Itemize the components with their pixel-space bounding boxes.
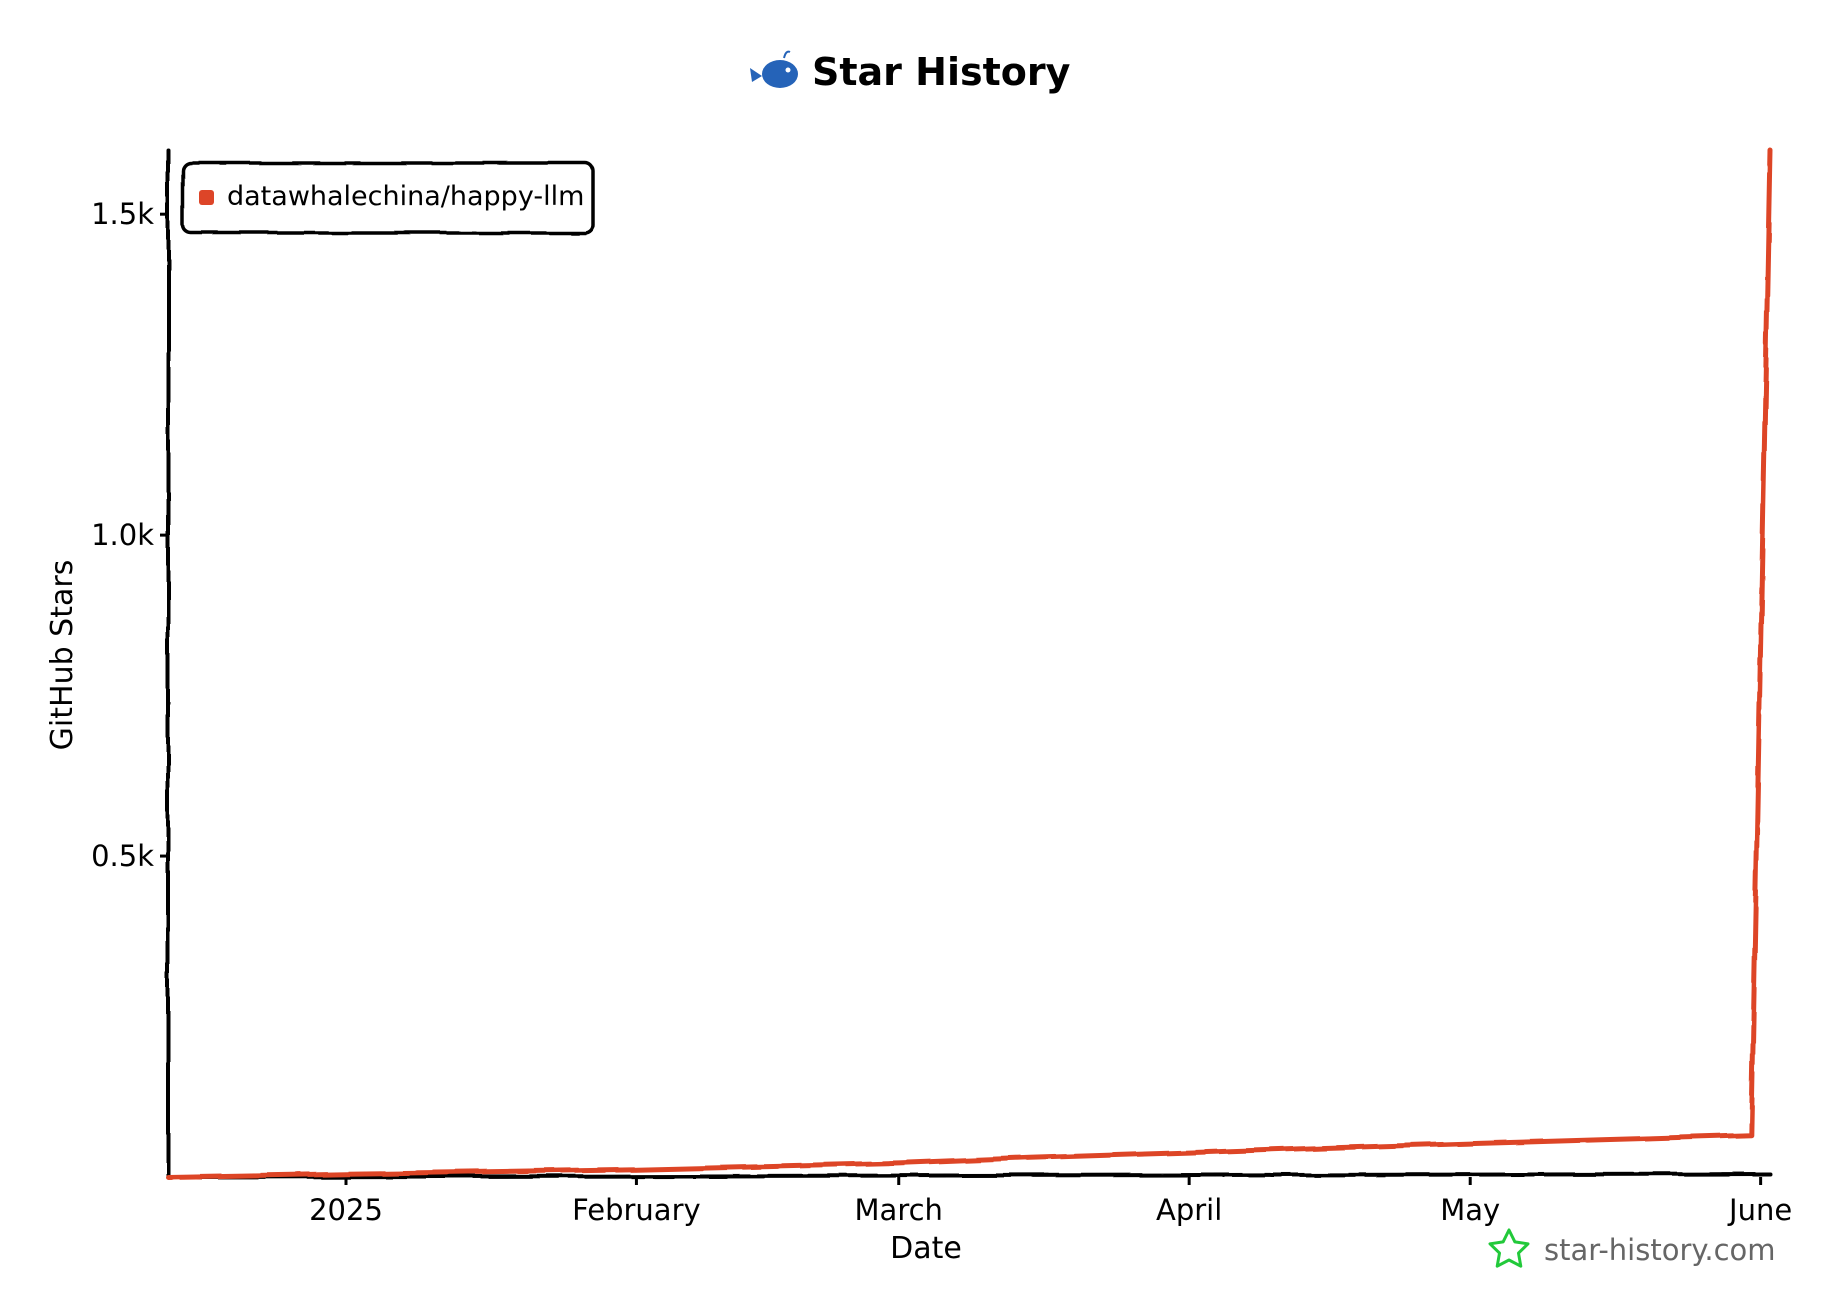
chart-title: Star History bbox=[812, 50, 1071, 94]
legend-label: datawhalechina/happy-llm bbox=[227, 181, 584, 212]
x-tick-label: April bbox=[1156, 1193, 1222, 1227]
x-axis-ticks: 2025 February March April May June bbox=[309, 1177, 1792, 1227]
whale-icon bbox=[750, 50, 798, 88]
x-tick-label: June bbox=[1727, 1193, 1792, 1227]
x-axis-title: Date bbox=[890, 1231, 962, 1266]
y-axis-ticks: 0.5k 1.0k 1.5k bbox=[91, 197, 168, 873]
legend-box bbox=[181, 161, 595, 235]
x-tick-label: February bbox=[572, 1193, 701, 1227]
legend: datawhalechina/happy-llm bbox=[181, 161, 595, 235]
legend-swatch bbox=[199, 190, 214, 205]
y-tick-label: 1.0k bbox=[91, 518, 154, 552]
watermark: star-history.com bbox=[1488, 1228, 1776, 1268]
y-tick-label: 1.5k bbox=[91, 197, 154, 231]
x-axis-line bbox=[166, 1172, 1772, 1179]
x-tick-label: 2025 bbox=[309, 1193, 383, 1227]
watermark-text: star-history.com bbox=[1544, 1233, 1776, 1267]
y-axis-title: GitHub Stars bbox=[45, 560, 80, 751]
chart-title-group: Star History bbox=[750, 50, 1071, 94]
x-tick-label: May bbox=[1440, 1193, 1500, 1227]
star-outline-icon bbox=[1488, 1228, 1530, 1268]
series-layer bbox=[165, 147, 1773, 1180]
x-tick-label: March bbox=[855, 1193, 943, 1227]
y-tick-label: 0.5k bbox=[91, 839, 154, 873]
series-line bbox=[165, 147, 1773, 1180]
